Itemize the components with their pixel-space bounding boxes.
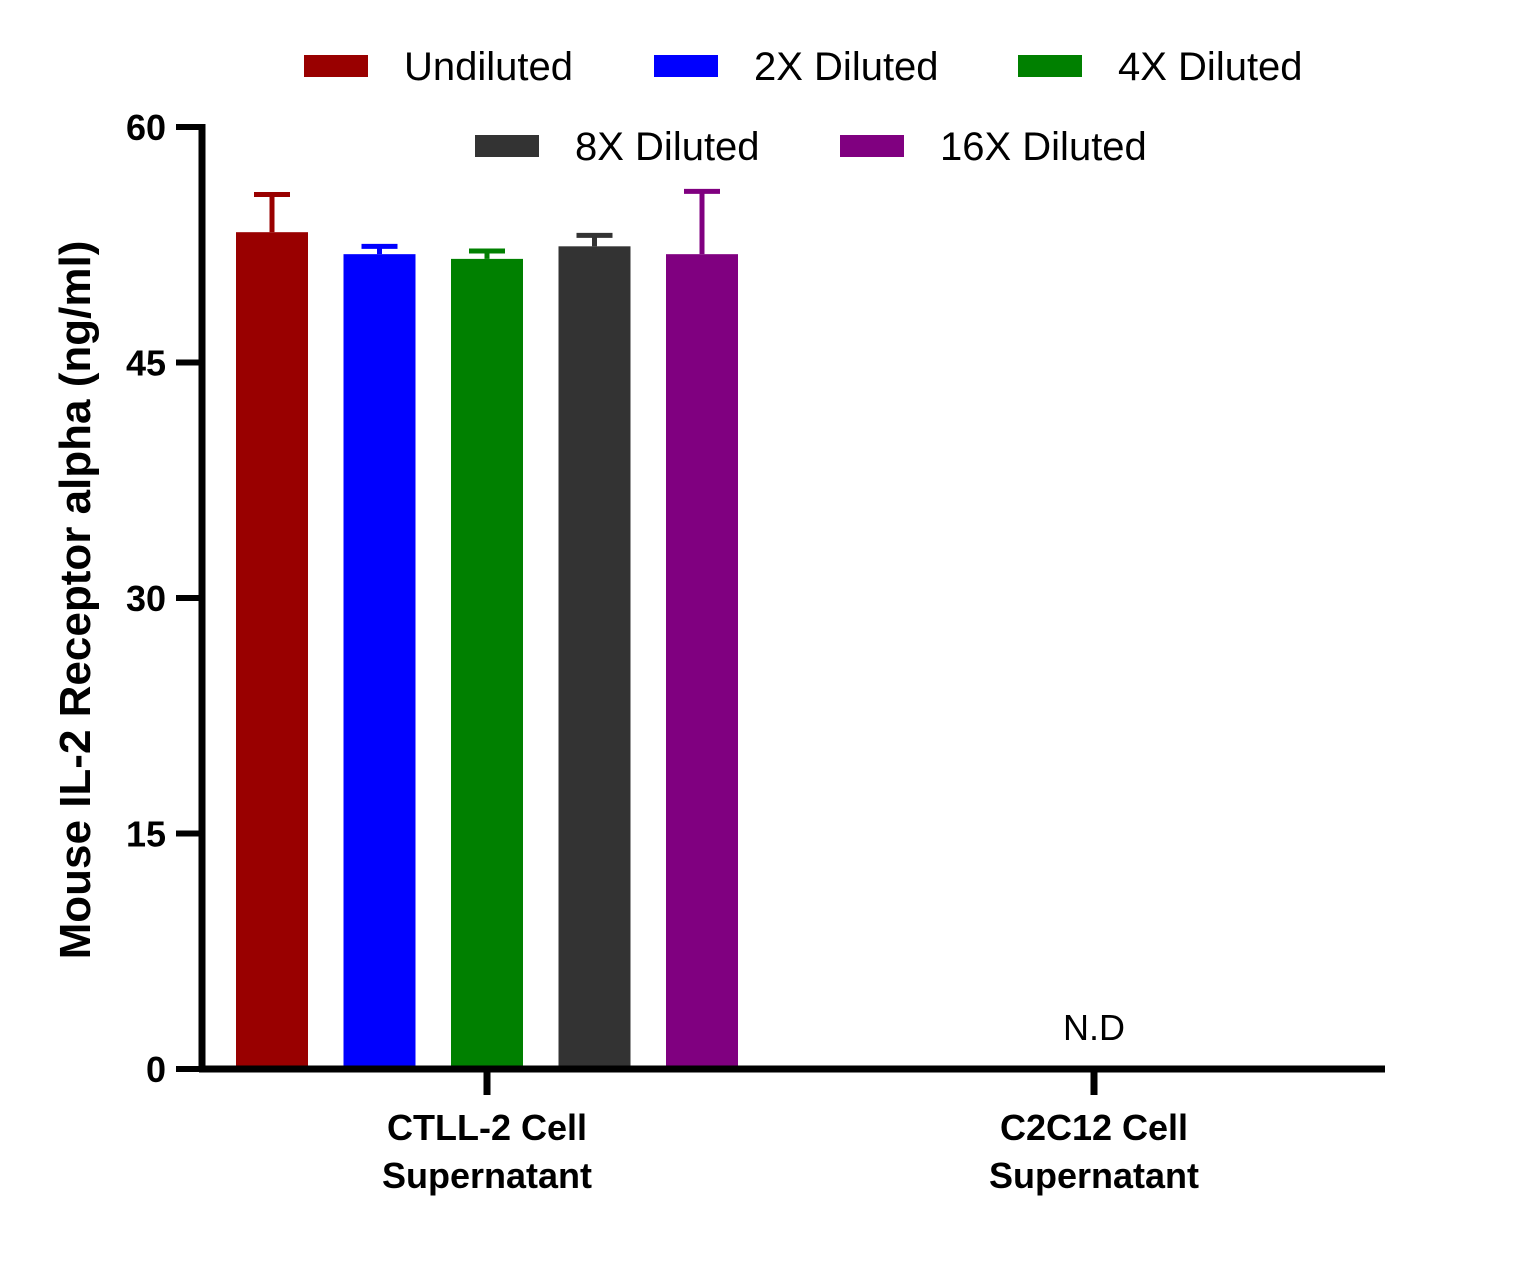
- legend: Undiluted 2X Diluted 4X Diluted 8X Diluted 1…: [304, 45, 1303, 169]
- legend-swatch-undiluted: [304, 55, 368, 77]
- legend-label-undiluted: Undiluted: [404, 45, 573, 89]
- y-tick-label-15: 15: [126, 814, 166, 855]
- y-tick-label-0: 0: [146, 1049, 166, 1090]
- bar-2x-diluted-1: [343, 254, 416, 1070]
- legend-swatch-2x-diluted: [654, 55, 718, 77]
- category-label-2-line1: C2C12 Cell: [1000, 1107, 1188, 1148]
- bar-4x-diluted-1: [451, 258, 523, 1069]
- legend-label-4x-diluted: 4X Diluted: [1118, 45, 1303, 89]
- bars-group: [236, 188, 738, 1070]
- y-axis-label: Mouse IL-2 Receptor alpha (ng/ml): [51, 241, 100, 960]
- legend-swatch-16x-diluted: [840, 135, 904, 157]
- y-tick-label-30: 30: [126, 578, 166, 619]
- legend-swatch-8x-diluted: [475, 135, 539, 157]
- legend-label-16x-diluted: 16X Diluted: [940, 125, 1147, 169]
- legend-label-8x-diluted: 8X Diluted: [575, 125, 760, 169]
- axes-group: 0 15 30 45 60 CTLL-2 Cell Supernatant C2C12 Cel…: [126, 107, 1385, 1196]
- category-label-1-line2: Supernatant: [382, 1155, 592, 1196]
- bar-8x-diluted-1: [558, 246, 631, 1069]
- y-tick-label-45: 45: [126, 343, 166, 384]
- annotation-nd: N.D: [1063, 1007, 1125, 1048]
- y-tick-label-60: 60: [126, 107, 166, 148]
- category-label-1-line1: CTLL-2 Cell: [387, 1107, 587, 1148]
- category-label-2-line2: Supernatant: [989, 1155, 1199, 1196]
- legend-label-2x-diluted: 2X Diluted: [754, 45, 939, 89]
- bar-16x-diluted-1: [666, 254, 738, 1070]
- bar-undiluted-1: [236, 232, 308, 1069]
- legend-swatch-4x-diluted: [1018, 55, 1082, 77]
